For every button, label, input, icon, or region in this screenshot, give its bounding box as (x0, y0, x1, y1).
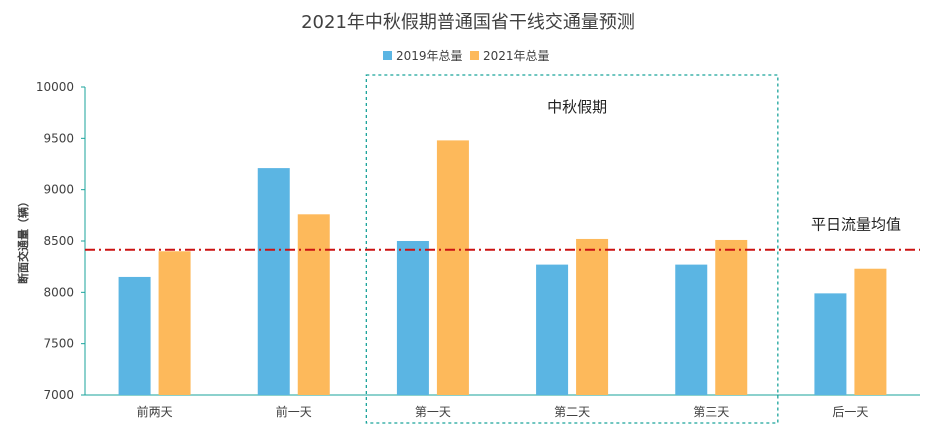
x-tick-label: 前一天 (276, 404, 312, 419)
legend-label-2: 2021年总量 (483, 49, 550, 63)
bar-series2-2 (297, 214, 330, 395)
y-tick-label: 7500 (43, 337, 74, 351)
x-tick-label: 第一天 (415, 405, 451, 419)
legend-label-1: 2019年总量 (396, 49, 463, 63)
bar-series2-6 (854, 268, 887, 395)
axes: 7000 7500 8000 8500 9000 9500 10000 前两天 前一天 第一天 第二… (36, 80, 920, 419)
bar-series1-2 (257, 168, 290, 395)
y-tick-label: 8500 (43, 234, 74, 248)
x-tick-label: 第二天 (554, 405, 590, 419)
y-tick-label: 7000 (43, 388, 74, 402)
reference-line-group: 平日流量均值 (85, 216, 920, 251)
y-tick-label: 9000 (43, 183, 74, 197)
bar-series1-6 (814, 293, 847, 395)
reference-line-label: 平日流量均值 (811, 216, 901, 234)
bar-series1-1 (118, 276, 151, 395)
chart-title: 2021年中秋假期普通国省干线交通量预测 (301, 12, 635, 33)
x-tick-label: 后一天 (832, 405, 868, 419)
bar-series1-3 (396, 241, 429, 395)
holiday-highlight-label: 中秋假期 (547, 98, 607, 116)
bar-series2-5 (715, 239, 748, 395)
bar-series2-3 (436, 140, 469, 395)
legend: 2019年总量 2021年总量 (383, 49, 550, 63)
bars (118, 140, 887, 395)
legend-swatch-1 (383, 51, 392, 60)
bar-series1-4 (536, 264, 569, 395)
y-tick-label: 10000 (36, 80, 74, 94)
x-tick-label: 第三天 (693, 405, 729, 419)
y-tick-label: 8000 (43, 285, 74, 299)
y-tick-label: 9500 (43, 131, 74, 145)
y-axis-title: 断面交通量（辆） (16, 196, 30, 284)
bar-series2-1 (158, 251, 191, 395)
x-tick-label: 前两天 (137, 404, 173, 419)
bar-series1-5 (675, 264, 708, 395)
bar-series2-4 (576, 238, 609, 395)
legend-swatch-2 (470, 51, 479, 60)
